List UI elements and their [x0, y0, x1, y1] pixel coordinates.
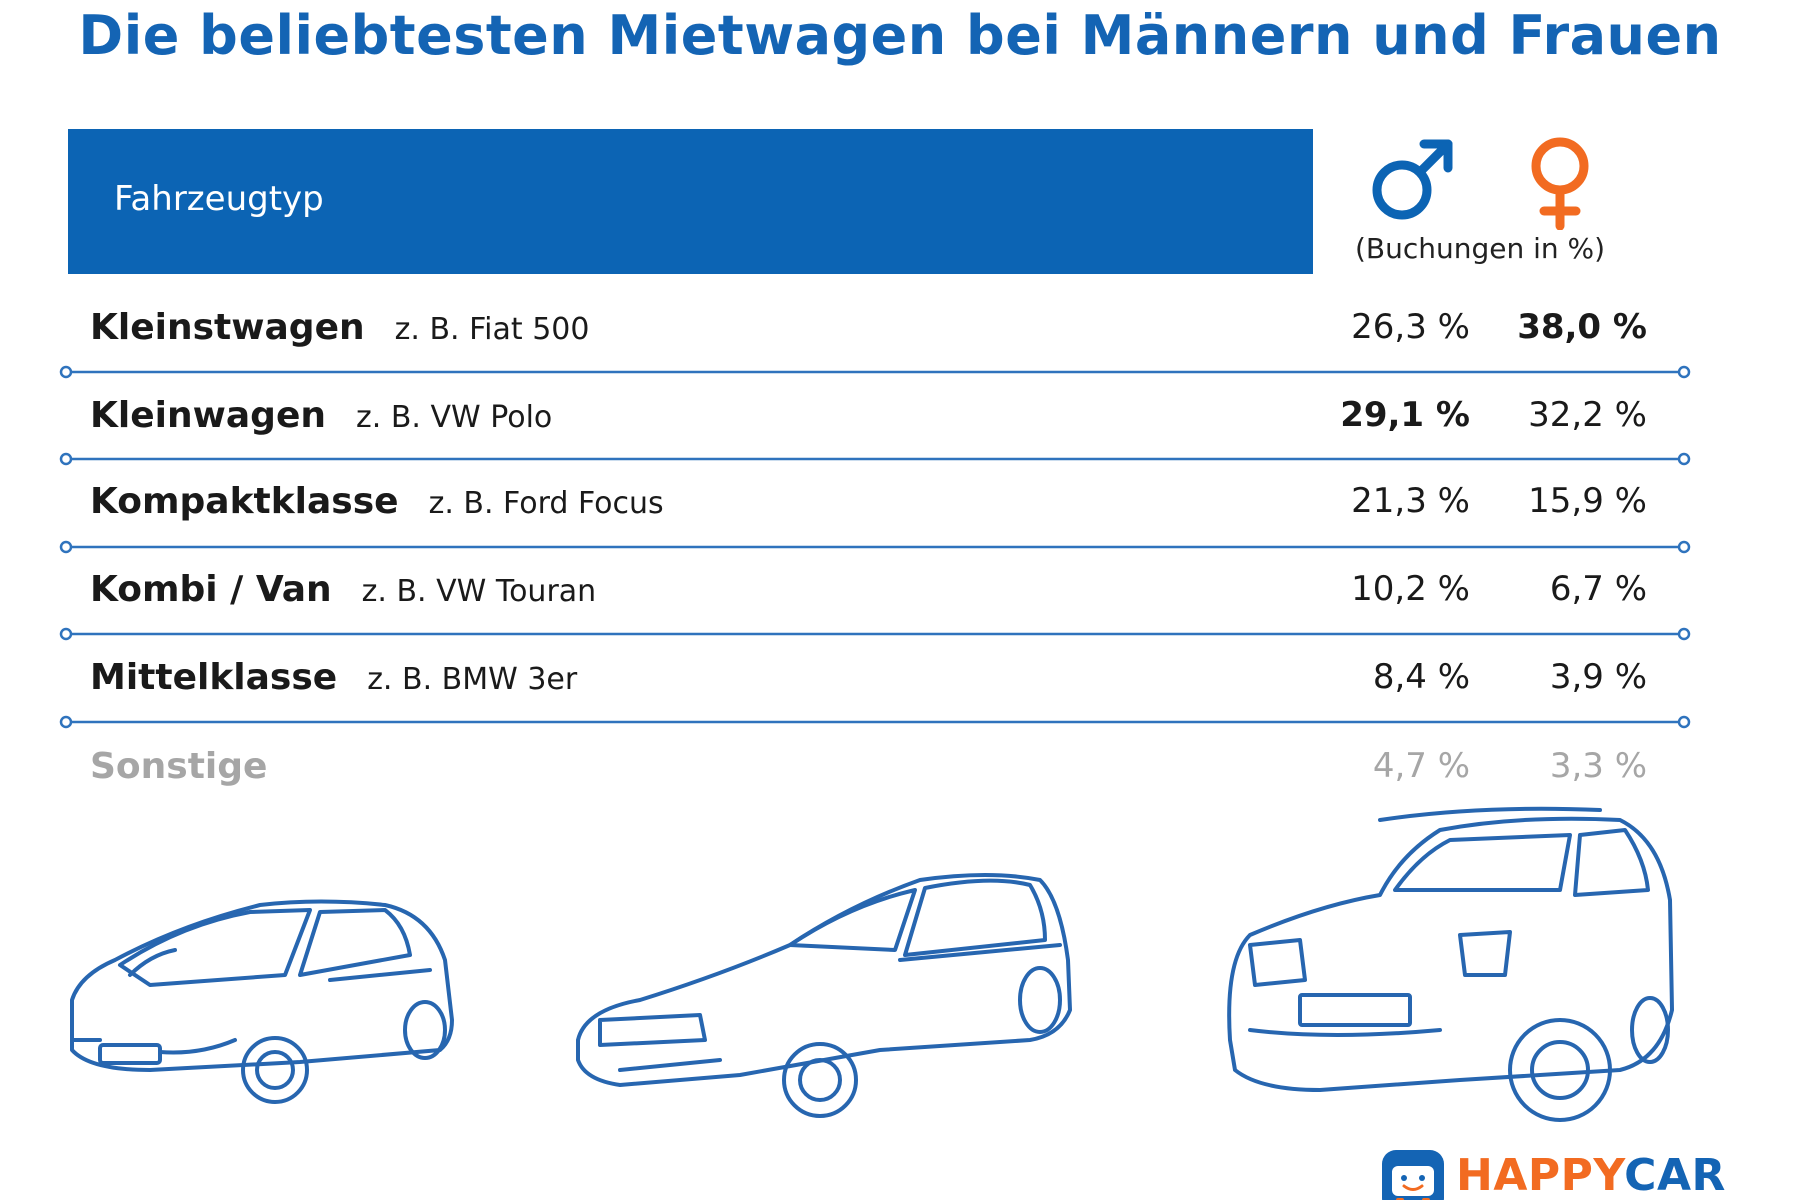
male-share: 10,2 % — [1351, 569, 1470, 609]
female-share: 38,0 % — [1517, 307, 1647, 347]
unit-label: (Buchungen in %) — [1354, 232, 1606, 265]
vehicle-example: z. B. BMW 3er — [367, 662, 578, 697]
female-share: 3,3 % — [1549, 746, 1647, 786]
female-share: 15,9 % — [1528, 481, 1647, 521]
suv-car-icon — [1227, 806, 1674, 1122]
vehicle-example: z. B. VW Touran — [361, 574, 597, 609]
vehicle-type: Kleinstwagen z. B. Fiat 500 — [90, 307, 590, 348]
table-row: Sonstige 4,7 % 3,3 % — [0, 746, 1800, 806]
vehicle-type: Sonstige — [90, 746, 268, 787]
table-row: Kompaktklasse z. B. Ford Focus 21,3 % 15,… — [0, 481, 1800, 541]
column-label-vehicle-type: Fahrzeugtyp — [114, 179, 324, 219]
vehicle-type: Kompaktklasse z. B. Ford Focus — [90, 481, 664, 522]
vehicle-example: z. B. VW Polo — [356, 400, 553, 435]
happycar-logo-icon — [1382, 1150, 1444, 1200]
male-symbol-icon — [1372, 139, 1453, 220]
male-share: 26,3 % — [1351, 307, 1470, 347]
vehicle-type: Mittelklasse z. B. BMW 3er — [90, 657, 578, 698]
vehicle-type: Kombi / Van z. B. VW Touran — [90, 569, 597, 610]
vehicle-example: z. B. Ford Focus — [428, 486, 664, 521]
female-share: 3,9 % — [1549, 657, 1647, 697]
page-title: Die beliebtesten Mietwagen bei Männern u… — [78, 4, 1722, 67]
vehicle-example: z. B. Fiat 500 — [394, 312, 590, 347]
table-header-bar: Fahrzeugtyp — [68, 129, 1313, 274]
male-share: 4,7 % — [1372, 746, 1470, 786]
table-row: Kleinwagen z. B. VW Polo 29,1 % 32,2 % — [0, 395, 1800, 455]
female-share: 6,7 % — [1549, 569, 1647, 609]
female-symbol-icon — [1531, 137, 1589, 230]
female-share: 32,2 % — [1528, 395, 1647, 435]
male-share: 29,1 % — [1340, 395, 1470, 435]
table-row: Mittelklasse z. B. BMW 3er 8,4 % 3,9 % — [0, 657, 1800, 717]
logo-wordmark: HAPPYCAR — [1456, 1150, 1726, 1200]
table-row: Kleinstwagen z. B. Fiat 500 26,3 % 38,0 % — [0, 307, 1800, 367]
male-share: 21,3 % — [1351, 481, 1470, 521]
table-row: Kombi / Van z. B. VW Touran 10,2 % 6,7 % — [0, 569, 1800, 629]
hatchback-car-icon — [576, 873, 1072, 1118]
small-car-icon — [70, 899, 454, 1104]
vehicle-type: Kleinwagen z. B. VW Polo — [90, 395, 553, 436]
male-share: 8,4 % — [1372, 657, 1470, 697]
